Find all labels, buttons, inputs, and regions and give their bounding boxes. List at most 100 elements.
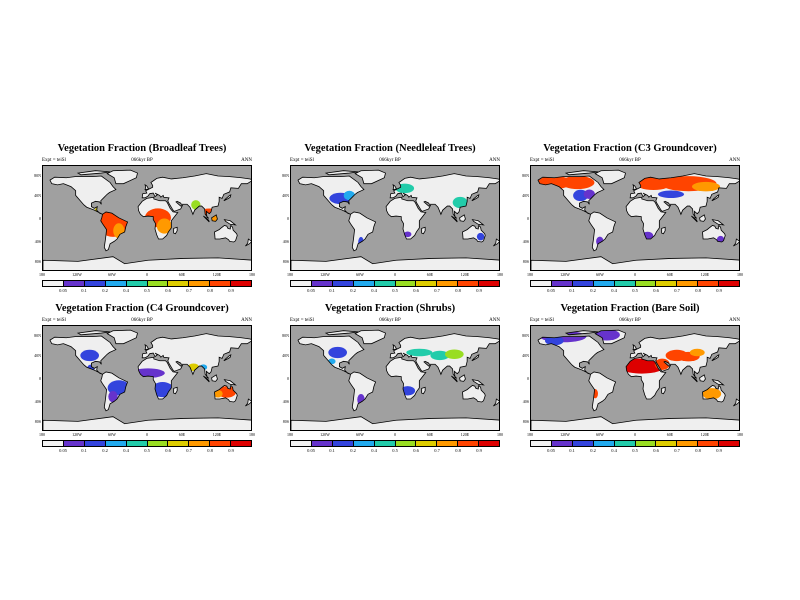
- colorbar-level-label: 0.1: [569, 448, 575, 453]
- coastline-uk: [144, 343, 150, 351]
- panel-title: Vegetation Fraction (C3 Groundcover): [543, 143, 717, 154]
- lon-tick-label: 0: [394, 432, 396, 437]
- coastline-uk: [632, 343, 638, 351]
- season-label: ANN: [729, 318, 740, 323]
- colorbar-level-label: 0.2: [102, 448, 108, 453]
- lat-tick-label: 40S: [34, 399, 41, 404]
- colorbar-swatch: [437, 281, 459, 286]
- colorbar-level-label: 0.1: [329, 288, 335, 293]
- coastline-sum: [451, 215, 458, 223]
- coastline-na: [537, 335, 605, 375]
- period-label: 066kyr BP: [619, 318, 641, 323]
- expt-label: Expt = teiSl: [42, 318, 66, 323]
- lon-tick-label: 180: [39, 272, 45, 277]
- colorbar-swatch: [168, 441, 190, 446]
- coastline-ng: [223, 379, 237, 386]
- lon-tick-label: 180: [497, 432, 503, 437]
- colorbar-swatch: [458, 441, 480, 446]
- lat-tick-label: 40S: [522, 239, 529, 244]
- vegetation-patch: [403, 231, 412, 238]
- colorbar-level-label: 0.9: [476, 288, 482, 293]
- colorbar-level-label: 0.4: [611, 448, 617, 453]
- coastline-sum: [691, 215, 698, 223]
- expt-label: Expt = teiSl: [530, 318, 554, 323]
- lat-tick-label: 80S: [522, 419, 529, 424]
- coastline-na: [49, 175, 117, 215]
- colorbar-swatch: [656, 441, 678, 446]
- colorbar-level-label: 0.7: [674, 448, 680, 453]
- vegetation-patch: [156, 218, 172, 234]
- lon-tick-label: 0: [146, 432, 148, 437]
- coastline-bor: [459, 214, 466, 222]
- coastline-eur: [141, 173, 251, 219]
- lat-tick-label: 80N: [282, 173, 289, 178]
- coastline-gl: [594, 169, 626, 185]
- coastline-jp: [471, 194, 480, 202]
- coastline-jp: [223, 194, 232, 202]
- map-svg: [43, 326, 251, 430]
- colorbar-swatch: [572, 281, 594, 286]
- coastline-uk: [632, 183, 638, 191]
- coastline-mad: [661, 226, 666, 235]
- lon-tick-label: 120E: [700, 432, 710, 437]
- colorbar-swatch: [311, 441, 333, 446]
- coastline-nz: [245, 398, 251, 407]
- colorbar-swatch: [231, 441, 252, 446]
- coastline-sum: [691, 375, 698, 383]
- colorbar-level-label: 0.2: [350, 448, 356, 453]
- lon-tick-label: 120E: [212, 432, 222, 437]
- panel-title: Vegetation Fraction (Shrubs): [324, 303, 456, 314]
- colorbar-swatch: [531, 281, 552, 286]
- colorbar-swatch: [437, 441, 459, 446]
- coastline-ng: [223, 219, 237, 226]
- colorbar-level-label: 0.05: [59, 448, 67, 453]
- colorbar-level-label: 0.1: [81, 448, 87, 453]
- colorbar: [530, 440, 740, 447]
- colorbar-swatch: [332, 281, 354, 286]
- lat-tick-label: 40N: [34, 193, 41, 198]
- lon-tick-label: 180: [287, 432, 293, 437]
- coastline-ant: [291, 416, 499, 430]
- panel-title: Vegetation Fraction (Needleleaf Trees): [304, 143, 476, 154]
- coastline-arc: [76, 170, 111, 176]
- map-area: [290, 325, 500, 431]
- coastline-sa: [588, 211, 617, 252]
- coastline-ng: [711, 379, 725, 386]
- coastline-ant: [291, 256, 499, 270]
- coastline-arc: [324, 170, 359, 176]
- colorbar-swatch: [147, 441, 169, 446]
- lon-tick-label: 0: [146, 272, 148, 277]
- lon-tick-label: 120W: [560, 432, 570, 437]
- vegetation-patch: [80, 349, 99, 362]
- lon-tick-label: 60E: [178, 272, 186, 277]
- lon-tick-label: 180: [287, 272, 293, 277]
- colorbar-swatch: [126, 441, 148, 446]
- lat-tick-label: 40S: [282, 399, 289, 404]
- coastline-bor: [211, 374, 218, 382]
- map-svg: [43, 166, 251, 270]
- lat-tick-label: 0: [39, 216, 41, 221]
- coastline-afr: [137, 196, 179, 240]
- colorbar-swatch: [126, 281, 148, 286]
- colorbar-swatch: [719, 281, 740, 286]
- lon-tick-label: 0: [634, 272, 636, 277]
- colorbar-swatch: [395, 281, 417, 286]
- coastline-jp: [711, 354, 720, 362]
- coastline-sum: [203, 215, 210, 223]
- colorbar-swatch: [719, 441, 740, 446]
- vegetation-patch: [108, 391, 118, 403]
- colorbar: [290, 440, 500, 447]
- colorbar-swatch: [291, 441, 312, 446]
- colorbar-level-label: 0.5: [144, 288, 150, 293]
- colorbar-swatch: [168, 281, 190, 286]
- colorbar-swatch: [656, 281, 678, 286]
- colorbar-level-label: 0.6: [165, 288, 171, 293]
- colorbar: [530, 280, 740, 287]
- lon-tick-label: 60W: [596, 272, 604, 277]
- coastline-bor: [699, 214, 706, 222]
- map-area: [530, 325, 740, 431]
- map-svg: [531, 326, 739, 430]
- lon-tick-label: 120W: [320, 272, 330, 277]
- colorbar-level-label: 0.6: [653, 288, 659, 293]
- lon-tick-label: 60E: [178, 432, 186, 437]
